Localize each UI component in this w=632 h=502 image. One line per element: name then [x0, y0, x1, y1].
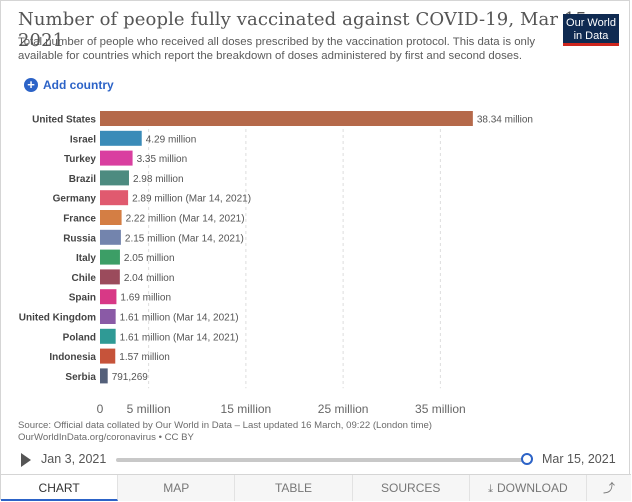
bar — [100, 190, 129, 206]
value-label: 2.05 million — [124, 253, 175, 264]
tab-sources[interactable]: SOURCES — [352, 475, 470, 501]
bar — [100, 269, 120, 285]
share-button[interactable]: ⤴ — [587, 475, 632, 501]
bar — [100, 130, 142, 146]
value-label: 2.89 million (Mar 14, 2021) — [132, 194, 251, 205]
value-label: 1.69 million — [120, 293, 171, 304]
tab-download-label: DOWNLOAD — [497, 481, 568, 495]
tab-table[interactable]: TABLE — [235, 475, 353, 501]
play-icon[interactable] — [21, 453, 31, 467]
logo-line1: Our World — [566, 17, 616, 29]
category-label: France — [63, 214, 96, 225]
bar — [100, 210, 122, 225]
category-label: Turkey — [64, 154, 96, 165]
bar — [100, 229, 121, 245]
category-label: Germany — [53, 194, 97, 205]
source-line-2: OurWorldInData.org/coronavirus • CC BY — [18, 431, 194, 443]
bar — [100, 111, 473, 126]
category-label: Spain — [69, 293, 96, 304]
bar-chart: 0 5 million 15 million 25 million 35 million… — [19, 111, 533, 416]
timeline-track[interactable] — [116, 458, 528, 462]
value-label: 2.98 million — [133, 174, 184, 185]
value-label: 1.57 million — [119, 352, 170, 363]
bar — [100, 309, 116, 324]
value-label: 1.61 million (Mar 14, 2021) — [120, 313, 239, 324]
category-label: Israel — [70, 134, 96, 145]
value-label: 1.61 million (Mar 14, 2021) — [120, 332, 239, 343]
category-label: Brazil — [69, 174, 96, 185]
x-tick-label: 15 million — [221, 402, 272, 416]
value-label: 3.35 million — [137, 154, 188, 165]
plus-circle-icon: + — [24, 78, 38, 92]
value-label: 2.04 million — [124, 273, 175, 284]
source-note: Source: Official data collated by Our Wo… — [18, 420, 578, 443]
timeline-start-label: Jan 3, 2021 — [41, 452, 107, 466]
bar — [100, 249, 120, 265]
category-label: United Kingdom — [19, 313, 96, 324]
value-label: 4.29 million — [146, 134, 197, 145]
value-label: 38.34 million — [477, 115, 533, 126]
x-tick-label: 5 million — [127, 402, 171, 416]
category-label: Italy — [76, 253, 96, 264]
x-tick-label: 35 million — [415, 402, 466, 416]
bar — [100, 348, 116, 364]
timeline-end-label: Mar 15, 2021 — [542, 452, 616, 466]
value-label: 2.22 million (Mar 14, 2021) — [126, 214, 245, 225]
category-label: Serbia — [65, 372, 96, 383]
bar — [100, 150, 133, 166]
chart-subtitle: Total number of people who received all … — [18, 36, 536, 62]
logo-line2: in Data — [573, 29, 609, 42]
value-label: 791,269 — [112, 372, 149, 383]
category-label: Indonesia — [49, 352, 96, 363]
bar — [100, 368, 108, 384]
download-icon: ⤓ — [488, 483, 494, 495]
bar — [100, 328, 116, 344]
tab-map[interactable]: MAP — [118, 475, 236, 501]
owid-logo[interactable]: Our World in Data — [563, 14, 619, 46]
x-tick-label: 25 million — [318, 402, 369, 416]
source-line-1: Source: Official data collated by Our Wo… — [18, 420, 433, 431]
category-label: Russia — [63, 233, 96, 244]
category-label: Chile — [72, 273, 97, 284]
add-country-label: Add country — [43, 78, 114, 92]
timeline: Jan 3, 2021 Mar 15, 2021 — [1, 449, 631, 471]
share-icon: ⤴ — [603, 481, 616, 495]
bar — [100, 289, 117, 305]
category-label: Poland — [63, 332, 96, 343]
timeline-handle[interactable] — [521, 453, 533, 465]
bar — [100, 170, 129, 186]
tab-chart[interactable]: CHART — [1, 475, 119, 501]
add-country-button[interactable]: + Add country — [24, 78, 114, 92]
category-label: United States — [32, 115, 96, 126]
chart-title: Number of people fully vaccinated agains… — [18, 9, 593, 51]
value-label: 2.15 million (Mar 14, 2021) — [125, 233, 244, 244]
tab-bar: CHART MAP TABLE SOURCES ⤓ DOWNLOAD ⤴ — [1, 474, 632, 501]
x-tick-label: 0 — [97, 402, 104, 416]
tab-download[interactable]: ⤓ DOWNLOAD — [469, 475, 588, 501]
